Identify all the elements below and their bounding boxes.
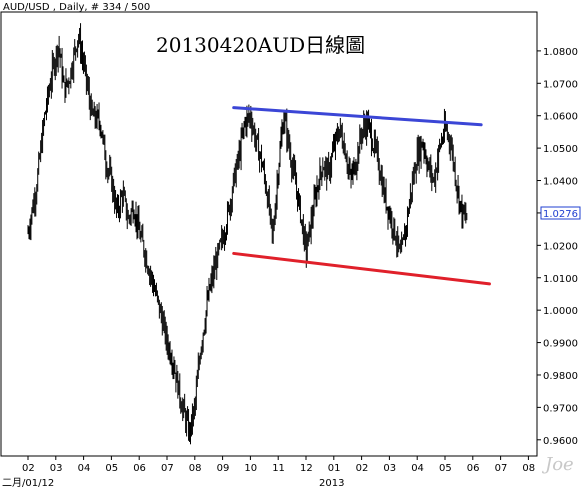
x-axis: 02 03 04 05 06 07 08 09 10 11 12 01 02 03 04 05 06 07 08 <box>22 456 535 474</box>
x-tick-label: 03 <box>50 463 63 474</box>
x-tick-label: 12 <box>300 463 313 474</box>
x-tick-label: 08 <box>522 463 535 474</box>
x-tick-label: 02 <box>22 463 35 474</box>
x-tick-label: 02 <box>356 463 369 474</box>
support-trend-line <box>232 251 491 286</box>
x-tick-label: 05 <box>105 463 118 474</box>
x-tick-label: 08 <box>189 463 202 474</box>
price-series <box>27 23 468 445</box>
x-tick-label: 03 <box>383 463 396 474</box>
x-tick-label: 09 <box>217 463 230 474</box>
x-tick-label: 10 <box>244 463 257 474</box>
y-tick-label: 1.0500 <box>543 144 578 155</box>
resistance-trend-line <box>232 106 483 127</box>
x-tick-label: 01 <box>328 463 341 474</box>
chart-frame <box>0 11 538 457</box>
x-tick-label: 07 <box>495 463 508 474</box>
y-tick-label: 1.0600 <box>543 112 578 123</box>
y-tick-label: 1.0000 <box>543 306 578 317</box>
y-tick-label: 0.9900 <box>543 339 578 350</box>
x-tick-label: 04 <box>411 463 424 474</box>
trend-lines <box>232 106 491 286</box>
y-tick-label: 0.9700 <box>543 403 578 414</box>
x-tick-label: 06 <box>133 463 146 474</box>
x-tick-label: 04 <box>78 463 91 474</box>
x-tick-label: 11 <box>272 463 285 474</box>
year-label: 2013 <box>319 478 344 489</box>
y-tick-label: 1.0200 <box>543 241 578 252</box>
chart-header: AUD/USD , Daily, # 334 / 500 <box>3 2 150 13</box>
y-tick-label: 0.9800 <box>543 371 578 382</box>
chart-title: 20130420AUD日線圖 <box>156 33 365 57</box>
y-axis: 1.08001.07001.06001.05001.04001.03001.02… <box>537 47 578 447</box>
y-tick-label: 1.0700 <box>543 79 578 90</box>
current-price-box <box>540 206 581 220</box>
start-date-label: 二月/01/12 <box>2 477 54 489</box>
x-tick-label: 07 <box>161 463 174 474</box>
x-tick-label: 05 <box>439 463 452 474</box>
y-tick-label: 0.9600 <box>543 436 578 447</box>
watermark: Joe <box>541 454 574 475</box>
x-tick-label: 06 <box>467 463 480 474</box>
current-price-label: 1.0276 <box>543 209 578 220</box>
y-tick-label: 1.0100 <box>543 274 578 285</box>
y-tick-label: 1.0800 <box>543 47 578 58</box>
y-tick-label: 1.0400 <box>543 177 578 188</box>
